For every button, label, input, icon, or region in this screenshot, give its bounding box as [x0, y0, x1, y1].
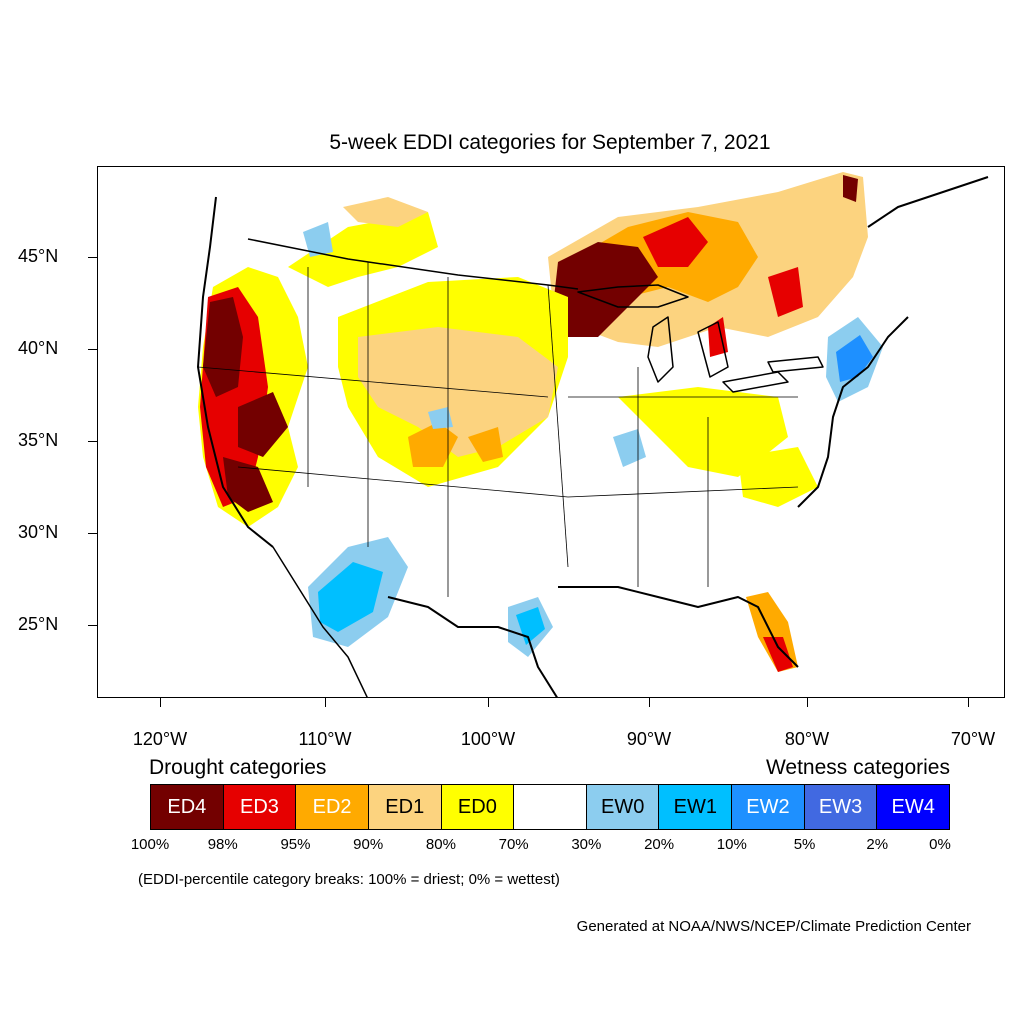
legend-break-label: 5% — [793, 836, 816, 853]
legend-cell-ew1: EW1 — [659, 785, 733, 829]
legend-break-label: 30% — [571, 836, 602, 853]
map-title: 5-week EDDI categories for September 7, … — [329, 131, 771, 154]
credit-line: Generated at NOAA/NWS/NCEP/Climate Predi… — [576, 918, 971, 935]
lat-tick — [88, 533, 97, 534]
lat-label-25n: 25°N — [18, 614, 59, 634]
legend-break-label: 10% — [716, 836, 747, 853]
legend-cell-ew3: EW3 — [804, 785, 878, 829]
lat-label-35n: 35°N — [18, 430, 59, 450]
legend-break-label: 100% — [130, 836, 170, 853]
legend-cell-ed0: ED0 — [441, 785, 515, 829]
lat-label-45n: 45°N — [18, 246, 59, 266]
legend-break-label: 98% — [207, 836, 238, 853]
lon-tick — [968, 698, 969, 707]
lat-label-30n: 30°N — [18, 522, 59, 542]
legend-break-label: 70% — [498, 836, 529, 853]
legend-cell-ed3: ED3 — [223, 785, 297, 829]
legend-color-bar: ED4 ED3 ED2 ED1 ED0 EW0 EW1 EW2 EW3 EW4 — [150, 784, 950, 830]
lon-label-70w: 70°W — [950, 729, 996, 749]
lon-label-110w: 110°W — [298, 729, 352, 749]
map-svg — [197, 172, 989, 697]
lon-label-90w: 90°W — [626, 729, 672, 749]
lon-tick — [160, 698, 161, 707]
eddi-map — [97, 166, 1005, 698]
legend-break-label: 2% — [866, 836, 889, 853]
wetness-categories-heading: Wetness categories — [765, 756, 950, 779]
lat-label-40n: 40°N — [18, 338, 59, 358]
legend-cell-ed1: ED1 — [368, 785, 442, 829]
legend-break-label: 90% — [353, 836, 384, 853]
lon-tick — [488, 698, 489, 707]
legend-break-label: 80% — [425, 836, 456, 853]
lon-label-120w: 120°W — [132, 729, 188, 749]
lat-tick — [88, 257, 97, 258]
lat-tick — [88, 349, 97, 350]
lon-tick — [325, 698, 326, 707]
lon-tick — [649, 698, 650, 707]
legend-break-label: 20% — [644, 836, 675, 853]
legend-break-label: 0% — [929, 836, 951, 853]
legend-cell-ed4: ED4 — [151, 785, 224, 829]
legend-cell-ew0: EW0 — [586, 785, 660, 829]
lat-tick — [88, 441, 97, 442]
lon-label-80w: 80°W — [784, 729, 830, 749]
boundaries — [197, 176, 989, 697]
legend-cell-ew4: EW4 — [877, 785, 950, 829]
legend-cell-normal — [514, 785, 587, 829]
drought-categories-heading: Drought categories — [149, 756, 327, 779]
legend-note: (EDDI-percentile category breaks: 100% =… — [138, 871, 560, 888]
legend-break-label: 95% — [280, 836, 311, 853]
legend-cell-ed2: ED2 — [296, 785, 369, 829]
lon-label-100w: 100°W — [460, 729, 516, 749]
legend-cell-ew2: EW2 — [732, 785, 805, 829]
lat-tick — [88, 625, 97, 626]
lon-tick — [807, 698, 808, 707]
category-fills — [198, 172, 883, 672]
